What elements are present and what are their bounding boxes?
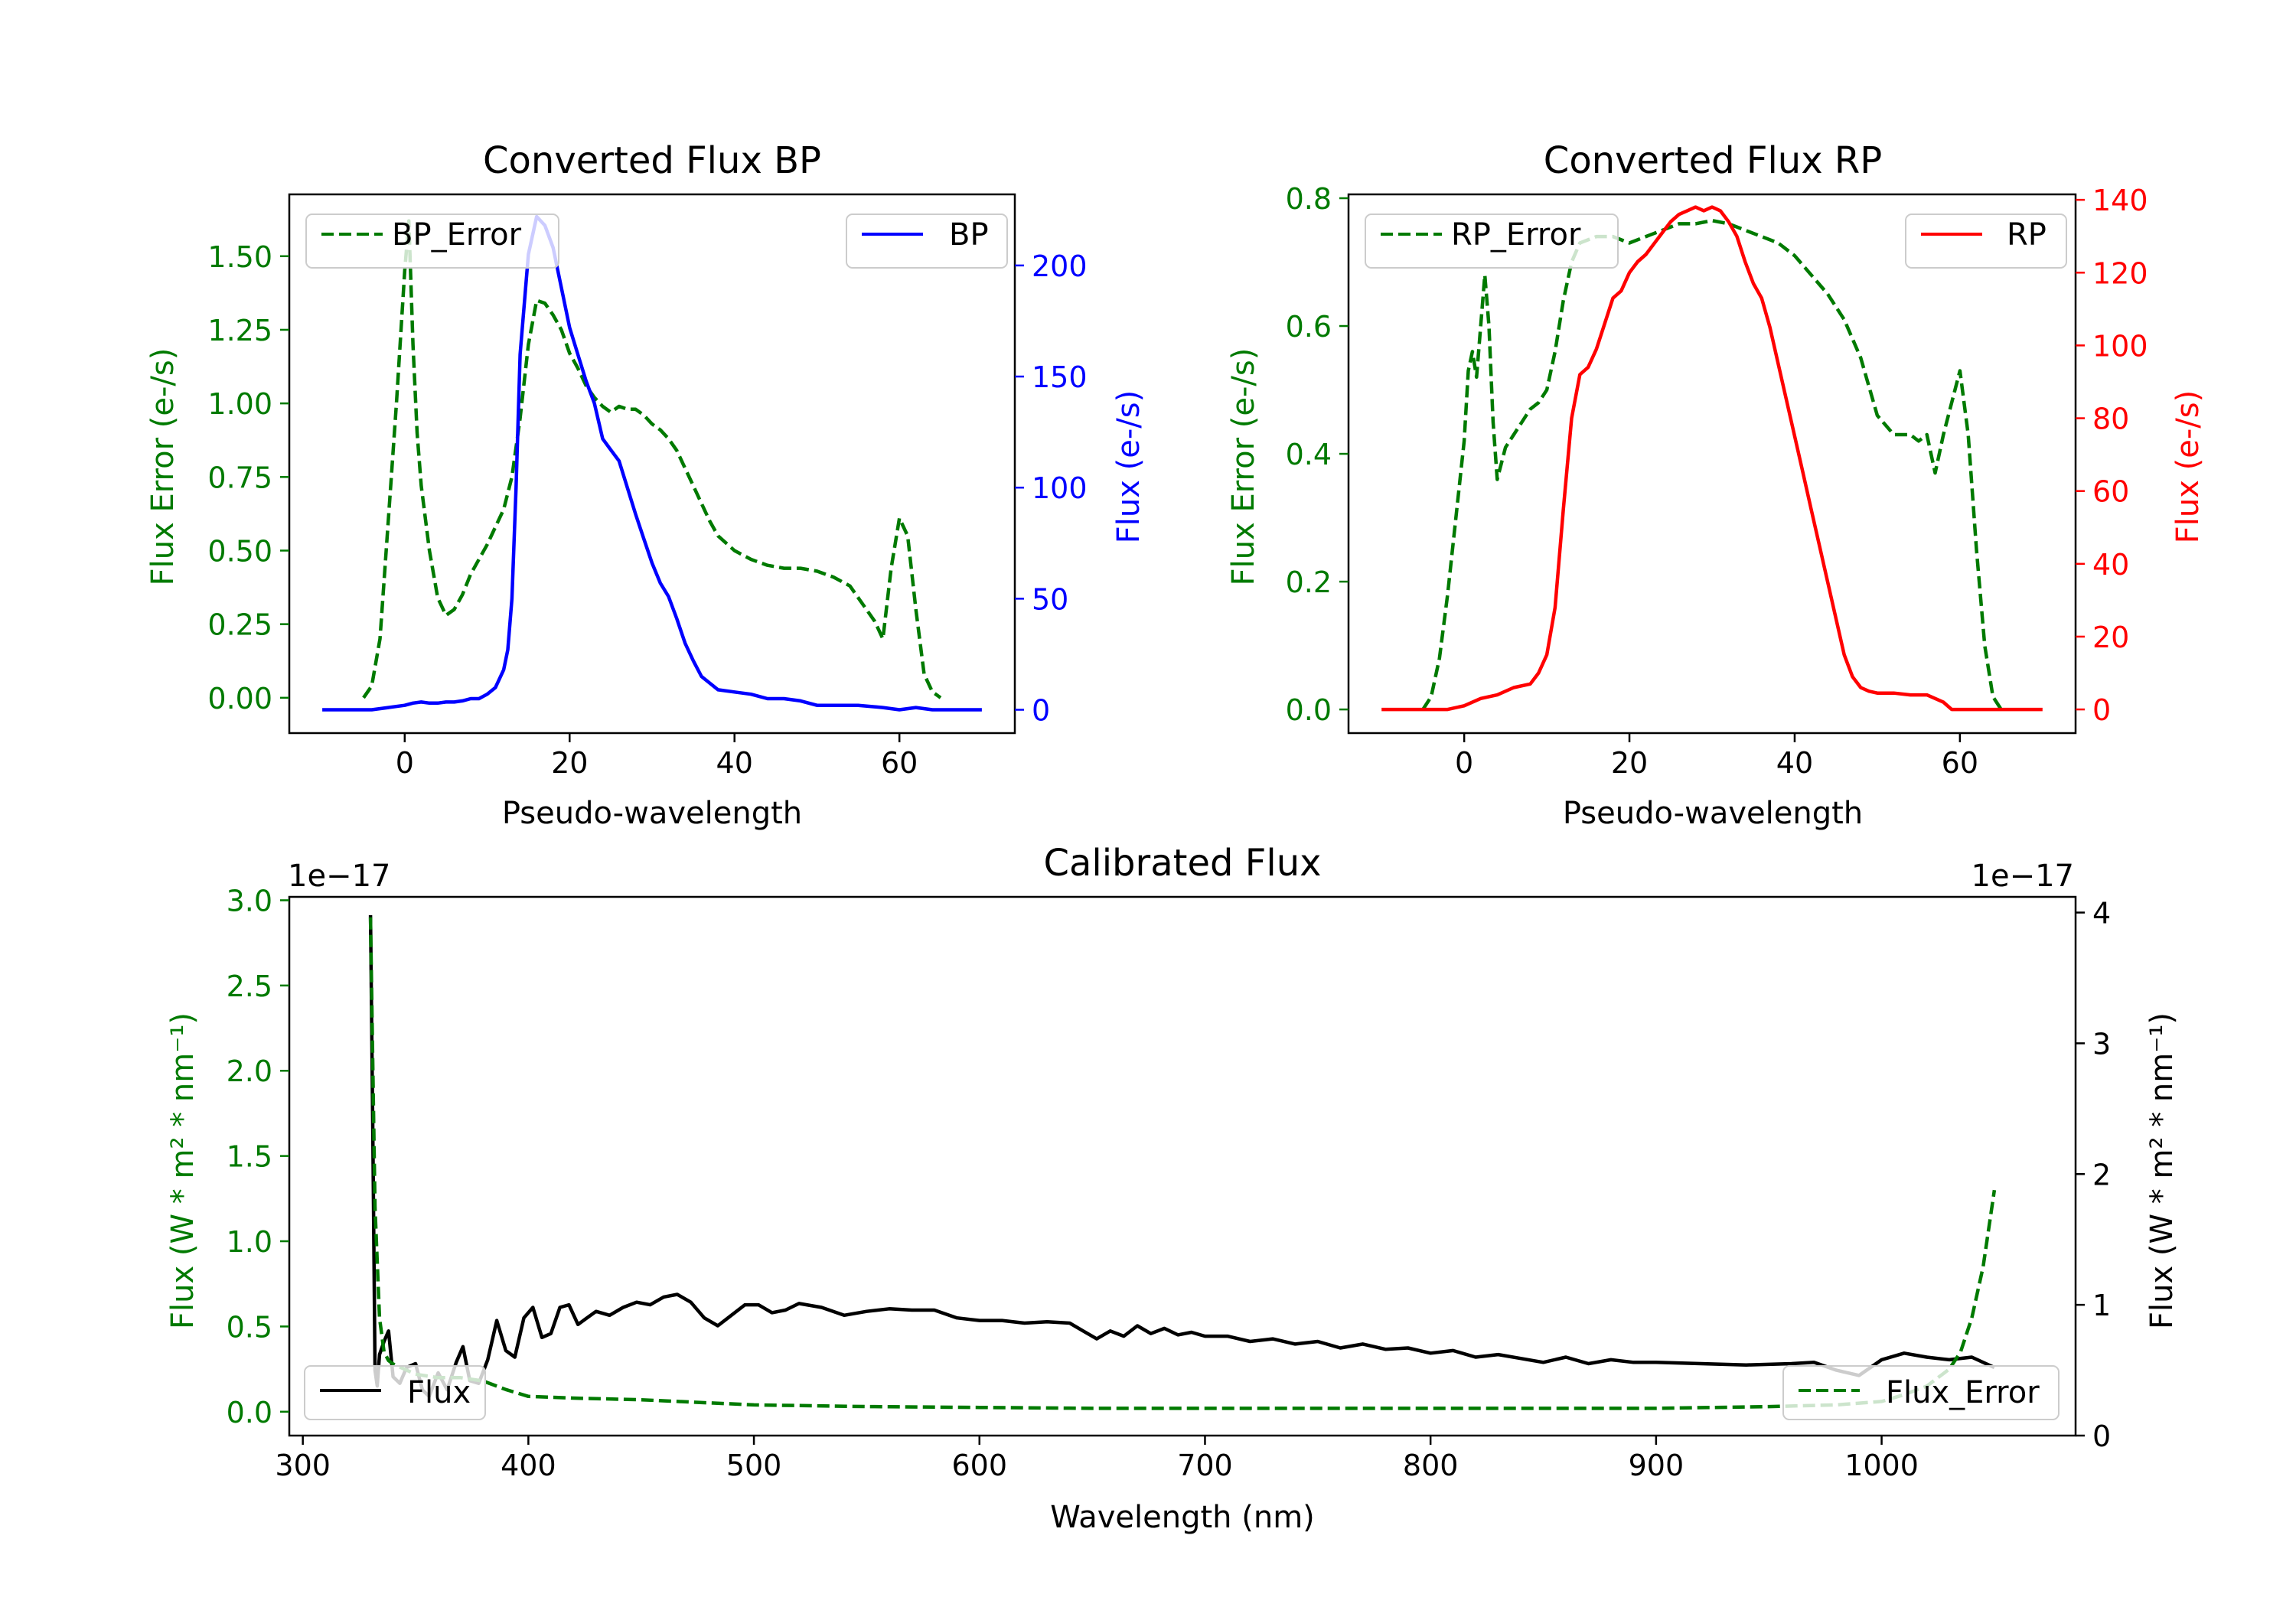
left-y-tick-label: 1.25 [207, 314, 272, 347]
left-y-tick-label: 0.0 [227, 1396, 272, 1429]
series-line-rp [1381, 205, 2043, 712]
legend-flux: Flux [304, 1365, 486, 1420]
left-y-tick-label: 0.2 [1286, 566, 1332, 599]
x-tick-label: 500 [726, 1449, 782, 1482]
right-y-tick-label: 200 [1032, 249, 1088, 283]
left-y-tick-label: 1.00 [207, 387, 272, 421]
legend-rp: RP [1905, 214, 2067, 269]
left-y-tick-label: 2.5 [227, 970, 272, 1003]
left-y-tick-label: 0.50 [207, 534, 272, 568]
legend-flux-error: Flux_Error [1782, 1365, 2060, 1420]
left-y-tick-label: 0.5 [227, 1310, 272, 1344]
right-axis-label: Flux (e-/s) [2170, 390, 2206, 543]
left-y-tick-label: 1.50 [207, 240, 272, 274]
x-axis-label: Wavelength (nm) [1050, 1500, 1315, 1535]
legend-box [1782, 1365, 2060, 1420]
legend-label: Flux [407, 1375, 471, 1410]
axes-frame [288, 895, 2077, 1437]
right-y-tick-label: 40 [2092, 548, 2129, 582]
legend-box [304, 1365, 486, 1420]
left-offset-text: 1e−17 [288, 859, 390, 894]
series-line-bp [322, 214, 982, 712]
legend-bp: BP [846, 214, 1008, 269]
x-tick-label: 1000 [1844, 1449, 1919, 1482]
right-y-tick-label: 120 [2092, 256, 2148, 290]
x-tick-label: 600 [952, 1449, 1008, 1482]
left-axis-label: Flux Error (e-/s) [145, 348, 181, 586]
right-y-tick-label: 100 [2092, 329, 2148, 363]
left-y-tick-label: 3.0 [227, 884, 272, 918]
x-tick-label: 60 [1942, 746, 1978, 780]
left-y-tick-label: 0.00 [207, 682, 272, 715]
x-tick-label: 300 [275, 1449, 331, 1482]
left-y-tick-label: 1.0 [227, 1225, 272, 1259]
x-tick-label: 400 [501, 1449, 556, 1482]
legend-rp-error: RP_Error [1365, 214, 1619, 269]
series-line-rp-error [1421, 218, 2003, 711]
right-y-tick-label: 2 [2092, 1158, 2111, 1191]
right-y-tick-label: 1 [2092, 1289, 2111, 1322]
right-axis-label: Flux (W * m² * nm⁻¹) [2144, 1012, 2180, 1329]
x-tick-label: 20 [551, 746, 588, 780]
right-y-tick-label: 0 [2092, 1420, 2111, 1453]
legend-label: BP_Error [392, 217, 522, 253]
right-y-tick-label: 80 [2092, 403, 2129, 436]
chart-converted-flux-bp: Converted Flux BP 0 20 40 60 0.00 0.25 0.50 0.7… [145, 139, 1146, 831]
left-y-tick-label: 0.6 [1286, 310, 1332, 344]
left-y-tick-label: 0.75 [207, 461, 272, 494]
x-tick-label: 800 [1403, 1449, 1459, 1482]
right-y-tick-label: 3 [2092, 1027, 2111, 1061]
left-axis-label: Flux Error (e-/s) [1226, 348, 1261, 586]
legend-box [846, 214, 1008, 269]
left-y-tick-label: 0.4 [1286, 438, 1332, 471]
right-y-tick-label: 0 [1032, 694, 1050, 728]
right-y-tick-label: 50 [1032, 582, 1068, 616]
right-offset-text: 1e−17 [1971, 859, 2074, 894]
chart-title: Calibrated Flux [1043, 842, 1321, 885]
left-y-tick-label: 0.8 [1286, 182, 1332, 216]
right-y-tick-label: 0 [2092, 693, 2111, 727]
legend-label: RP_Error [1451, 217, 1581, 253]
chart-title: Converted Flux BP [483, 139, 821, 182]
legend-box [1365, 214, 1619, 269]
x-tick-label: 700 [1177, 1449, 1233, 1482]
x-tick-label: 40 [1776, 746, 1813, 780]
legend-bp-error: BP_Error [305, 214, 559, 269]
chart-converted-flux-rp: Converted Flux RP 0 20 40 60 0.0 0.2 0.4 0.6 0.8… [1226, 139, 2206, 831]
right-y-tick-label: 20 [2092, 621, 2129, 654]
x-tick-label: 0 [396, 746, 414, 780]
chart-title: Converted Flux RP [1544, 139, 1882, 182]
right-y-tick-label: 100 [1032, 471, 1088, 505]
right-axis-label: Flux (e-/s) [1111, 390, 1146, 543]
x-tick-label: 0 [1455, 746, 1473, 780]
left-y-tick-label: 2.0 [227, 1054, 272, 1088]
plot-area: 0 20 40 60 0.0 0.2 0.4 0.6 0.8 0 20 40 60 80 100 120 140 [1286, 182, 2148, 780]
axes-frame [288, 193, 1016, 735]
right-y-tick-label: 140 [2092, 184, 2148, 217]
right-y-tick-label: 60 [2092, 475, 2129, 509]
left-y-tick-label: 0.25 [207, 608, 272, 642]
x-tick-label: 900 [1629, 1449, 1684, 1482]
series-line-bp-error [362, 219, 942, 699]
x-axis-label: Pseudo-wavelength [1563, 796, 1863, 831]
legend-label: Flux_Error [1886, 1375, 2040, 1410]
x-axis-label: Pseudo-wavelength [502, 796, 802, 831]
right-y-tick-label: 4 [2092, 897, 2111, 931]
legend-box [1905, 214, 2067, 269]
left-axis-label: Flux (W * m² * nm⁻¹) [165, 1012, 201, 1329]
left-y-tick-label: 1.5 [227, 1140, 272, 1174]
left-y-tick-label: 0.0 [1286, 693, 1332, 727]
right-y-tick-label: 150 [1032, 360, 1088, 394]
axes-frame [1347, 193, 2077, 735]
legend-label: RP [2007, 217, 2047, 253]
plot-area: 0 20 40 60 0.00 0.25 0.50 0.75 1.00 1.25 1.50 0 50 10… [207, 193, 1088, 780]
x-tick-label: 20 [1611, 746, 1648, 780]
chart-calibrated-flux: Calibrated Flux 1e−17 1e−17 300 400 500 600… [165, 842, 2180, 1535]
legend-label: BP [949, 217, 989, 253]
x-tick-label: 60 [881, 746, 918, 780]
x-tick-label: 40 [716, 746, 753, 780]
legend-box [305, 214, 559, 269]
